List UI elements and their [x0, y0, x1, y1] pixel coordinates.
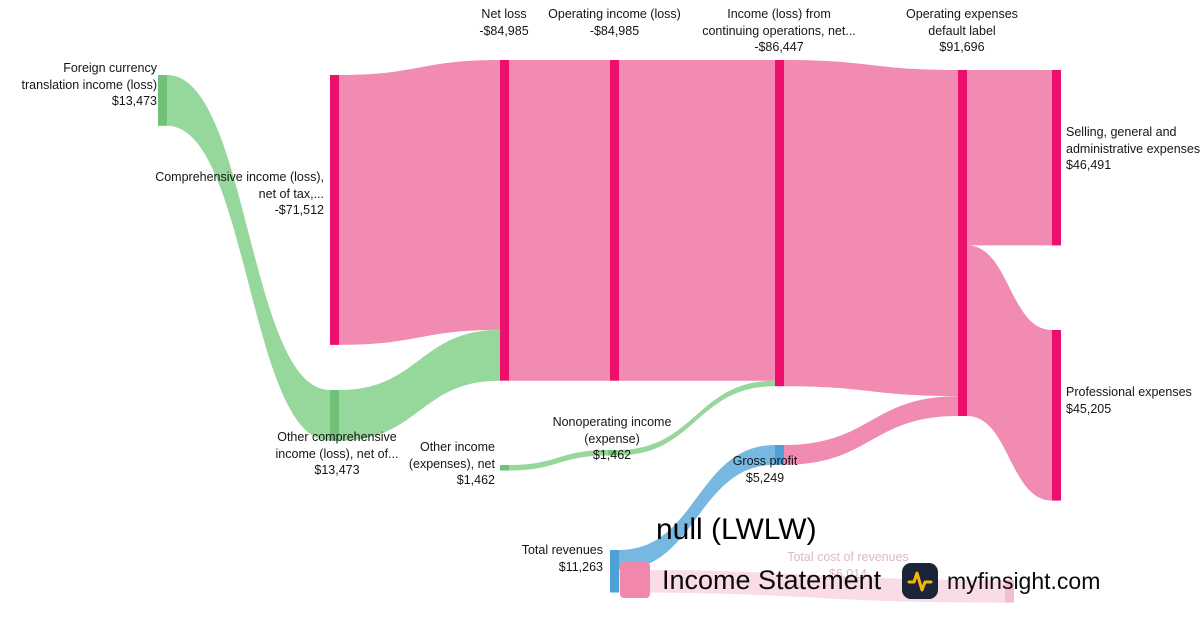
label-value: -$71,512	[274, 203, 324, 217]
label-line: income (loss), net of...	[275, 446, 399, 461]
label-net-loss: Net loss -$84,985	[419, 6, 589, 39]
label-operating-expenses: Operating expenses default label $91,696	[877, 6, 1047, 56]
label-line: default label	[928, 23, 996, 38]
label-value: -$84,985	[479, 23, 529, 38]
label-value: -$86,447	[754, 40, 804, 54]
label-line: continuing operations, net...	[702, 23, 856, 38]
label-value: -$84,985	[589, 23, 640, 38]
flow-net-loss-to-operating-income[interactable]	[509, 60, 610, 381]
node-total-revenues[interactable]	[610, 550, 619, 593]
label-line: Professional expenses	[1066, 385, 1192, 399]
page-title: null (LWLW)	[656, 513, 817, 546]
brand-name: myfinsight.com	[947, 567, 1101, 594]
flow-comprehensive-income-to-net-loss[interactable]	[339, 60, 500, 345]
label-line: (expenses), net	[408, 456, 495, 471]
node-operating-expenses[interactable]	[958, 70, 967, 416]
label-value: $1,462	[456, 473, 495, 487]
label-gross-profit: Gross profit $5,249	[685, 453, 845, 486]
node-other-comprehensive-income[interactable]	[330, 390, 339, 441]
label-line: Operating expenses	[906, 7, 1018, 21]
label-line: Income (loss) from	[727, 7, 831, 21]
label-value: $91,696	[939, 40, 985, 54]
flow-nonoperating-to-continuing-ops[interactable]	[617, 380, 775, 456]
label-value: $13,473	[314, 463, 360, 477]
node-operating-income[interactable]	[610, 60, 619, 381]
flow-foreign-currency-to-oci[interactable]	[167, 75, 330, 441]
label-other-income-expenses-net: Other income (expenses), net $1,462	[409, 439, 495, 489]
label-line: Other income	[419, 440, 495, 454]
label-line: administrative expenses	[1066, 141, 1200, 156]
label-line: net of tax,...	[258, 186, 324, 201]
label-total-revenues: Total revenues $11,263	[522, 542, 603, 575]
flow-total-revenues-to-gross-profit[interactable]	[619, 445, 775, 570]
legend-label: Income Statement	[662, 564, 882, 595]
label-line: Comprehensive income (loss),	[155, 170, 324, 184]
label-line: Gross profit	[732, 454, 798, 468]
label-line: translation income (loss)	[21, 77, 157, 92]
node-other-income-expenses-net[interactable]	[500, 465, 509, 471]
legend: Income Statement	[620, 562, 881, 598]
flow-operating-income-to-continuing-ops[interactable]	[619, 60, 775, 381]
flow-continuing-ops-to-operating-expenses[interactable]	[784, 60, 958, 397]
label-sga-expenses: Selling, general and administrative expe…	[1066, 124, 1200, 174]
label-line: Nonoperating income	[552, 415, 672, 429]
label-total-cost-of-revenues: Total cost of revenues $6,014	[748, 549, 948, 582]
node-total-cost-of-revenues[interactable]	[1005, 580, 1014, 603]
label-line: Total cost of revenues	[787, 550, 909, 564]
label-value: $13,473	[111, 94, 157, 108]
flow-operating-expenses-to-sga[interactable]	[967, 70, 1052, 246]
legend-swatch-rect	[620, 562, 650, 598]
flow-gross-profit-to-operating-expenses[interactable]	[784, 396, 958, 465]
node-sga-expenses[interactable]	[1052, 70, 1061, 246]
label-line: (expense)	[584, 431, 640, 446]
label-foreign-currency-translation: Foreign currency translation income (los…	[22, 60, 157, 110]
label-income-continuing-operations: Income (loss) from continuing operations…	[664, 6, 894, 56]
label-comprehensive-income: Comprehensive income (loss), net of tax,…	[155, 169, 324, 219]
legend-swatch-icon	[620, 562, 650, 598]
node-gross-profit[interactable]	[775, 445, 784, 465]
flow-oci-to-net-loss[interactable]	[339, 329, 500, 441]
label-value: $11,263	[558, 559, 603, 574]
label-line: Other comprehensive	[277, 430, 397, 444]
label-line: Operating income (loss)	[548, 7, 681, 21]
flow-other-income-to-nonoperating[interactable]	[509, 450, 608, 471]
label-value: $6,014	[828, 566, 868, 581]
label-value: $5,249	[745, 470, 785, 485]
node-income-continuing-operations[interactable]	[775, 60, 784, 387]
myfinsight-logo-icon	[902, 563, 938, 599]
label-value: $46,491	[1066, 158, 1112, 172]
label-nonoperating-income: Nonoperating income (expense) $1,462	[522, 414, 702, 464]
label-line: Foreign currency	[63, 61, 157, 75]
node-nonoperating-income[interactable]	[608, 450, 617, 456]
node-professional-expenses[interactable]	[1052, 330, 1061, 501]
label-other-comprehensive-income: Other comprehensive income (loss), net o…	[252, 429, 422, 479]
pulse-icon	[907, 571, 933, 592]
label-operating-income: Operating income (loss) -$84,985	[527, 6, 702, 39]
label-value: $45,205	[1066, 401, 1112, 416]
node-net-loss[interactable]	[500, 60, 509, 381]
brand: myfinsight.com	[902, 563, 1100, 599]
label-line: Net loss	[481, 7, 527, 21]
label-line: Total revenues	[521, 543, 603, 557]
label-value: $1,462	[592, 448, 632, 462]
node-comprehensive-income[interactable]	[330, 75, 339, 345]
label-professional-expenses: Professional expenses $45,205	[1066, 384, 1192, 417]
node-foreign-currency-translation[interactable]	[158, 75, 167, 126]
label-line: Selling, general and	[1066, 125, 1177, 139]
flow-operating-expenses-to-professional[interactable]	[967, 245, 1052, 501]
